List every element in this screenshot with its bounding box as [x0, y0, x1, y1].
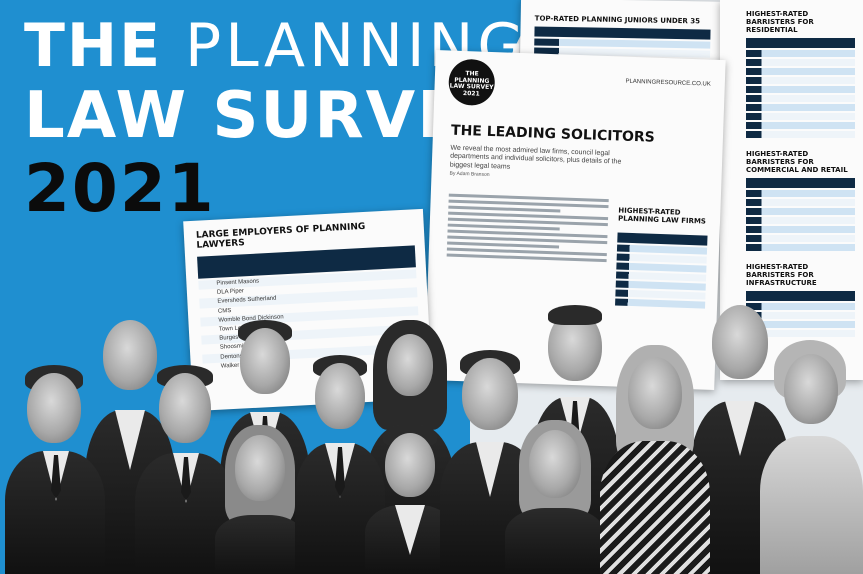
- table-row: [746, 208, 855, 215]
- table-header: [746, 178, 855, 188]
- portrait: [600, 345, 710, 574]
- article-byline: By Adam Branson: [449, 170, 490, 178]
- barristers-commercial-title: HIGHEST-RATED BARRISTERS FOR COMMERCIAL …: [746, 150, 848, 174]
- residential-table: [720, 38, 863, 138]
- table-row: [746, 113, 855, 120]
- firm-name: Pinsent Masons: [216, 278, 260, 287]
- headline-line-1: THE PLANNING: [24, 16, 528, 76]
- firm-name: DLA Piper: [216, 288, 245, 296]
- portrait-collage: [0, 300, 863, 574]
- table-header: [617, 232, 708, 246]
- barristers-infrastructure-title: HIGHEST-RATED BARRISTERS FOR INFRASTRUCT…: [746, 263, 817, 287]
- table-row: [746, 104, 855, 111]
- table-row: [746, 86, 855, 93]
- survey-badge: THE PLANNING LAW SURVEY 2021: [447, 58, 496, 107]
- law-firms-sidebar-title: HIGHEST-RATED PLANNING LAW FIRMS: [617, 206, 707, 226]
- table-row: [746, 217, 855, 224]
- table-row: [746, 59, 855, 66]
- headline-year: 2021: [24, 150, 216, 227]
- table-row: [746, 321, 855, 328]
- table-header: [746, 38, 855, 48]
- table-row: [746, 68, 855, 75]
- juniors-title: TOP-RATED PLANNING JUNIORS UNDER 35: [534, 14, 701, 26]
- table-row: [746, 312, 855, 319]
- table-row: [746, 122, 855, 129]
- table-row: [746, 226, 855, 233]
- portrait: [760, 340, 863, 574]
- table-row: [746, 330, 855, 337]
- table-row: [746, 190, 855, 197]
- commercial-table: [720, 178, 863, 251]
- table-row: [746, 95, 855, 102]
- portrait: [5, 365, 105, 574]
- survey-headline: THE PLANNING LAW SURVEY 2021: [24, 16, 528, 222]
- table-row: [746, 244, 855, 251]
- table-row: [746, 235, 855, 242]
- portrait: [505, 420, 605, 574]
- headline-line-2: LAW SURVEY: [24, 79, 512, 153]
- law-firms-table: [615, 232, 708, 310]
- portrait: [215, 425, 305, 574]
- juniors-table-header: [534, 26, 711, 40]
- table-row: [746, 77, 855, 84]
- site-url: PLANNINGRESOURCE.CO.UK: [625, 78, 711, 88]
- infrastructure-table: [720, 291, 863, 337]
- table-row: [746, 50, 855, 57]
- table-row: [746, 303, 855, 310]
- headline-word-the: THE: [24, 11, 163, 81]
- table-row: [746, 131, 855, 138]
- table-row: [746, 199, 855, 206]
- barristers-residential-title: HIGHEST-RATED BARRISTERS FOR RESIDENTIAL: [746, 10, 814, 34]
- leading-solicitors-title: THE LEADING SOLICITORS: [450, 122, 656, 146]
- table-header: [746, 291, 855, 301]
- article-body: [446, 191, 609, 266]
